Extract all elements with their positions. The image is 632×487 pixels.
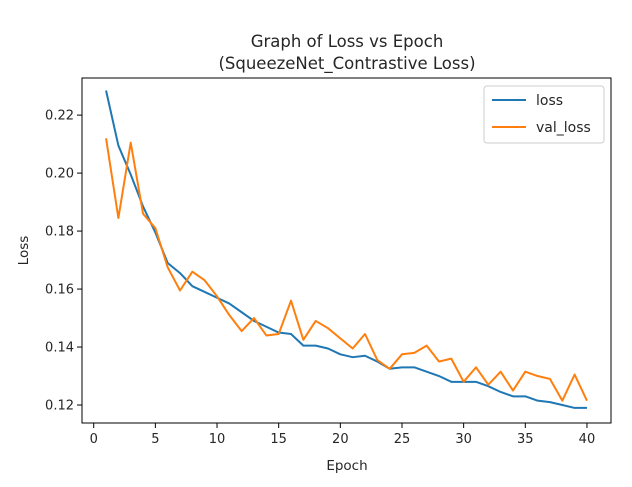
y-tick-label: 0.22 (45, 109, 74, 124)
x-tick-label: 5 (151, 432, 159, 447)
x-tick-label: 10 (209, 432, 226, 447)
x-axis-label: Epoch (326, 458, 367, 474)
y-tick-label: 0.12 (45, 399, 74, 414)
y-axis-label: Loss (16, 236, 32, 266)
chart-subtitle: (SqueezeNet_Contrastive Loss) (218, 54, 475, 74)
x-tick-label: 35 (517, 432, 534, 447)
y-tick-label: 0.18 (45, 225, 74, 240)
x-axis: 0 5 10 15 20 25 30 35 40 (90, 423, 596, 447)
legend-label-val-loss: val_loss (536, 120, 591, 136)
x-tick-label: 25 (394, 432, 411, 447)
chart-title: Graph of Loss vs Epoch (251, 32, 444, 51)
x-tick-label: 30 (455, 432, 472, 447)
axes-frame (81, 77, 612, 424)
y-tick-label: 0.16 (45, 283, 74, 298)
legend: loss val_loss (483, 85, 605, 144)
x-tick-label: 15 (270, 432, 287, 447)
x-tick-label: 0 (90, 432, 98, 447)
y-tick-label: 0.14 (45, 341, 74, 356)
series-line-val-loss (105, 138, 588, 402)
y-axis: 0.12 0.14 0.16 0.18 0.20 0.22 (45, 109, 82, 414)
y-tick-label: 0.20 (45, 167, 74, 182)
legend-label-loss: loss (536, 93, 563, 109)
x-tick-label: 20 (332, 432, 349, 447)
plot-area (105, 90, 588, 409)
x-tick-label: 40 (579, 432, 596, 447)
